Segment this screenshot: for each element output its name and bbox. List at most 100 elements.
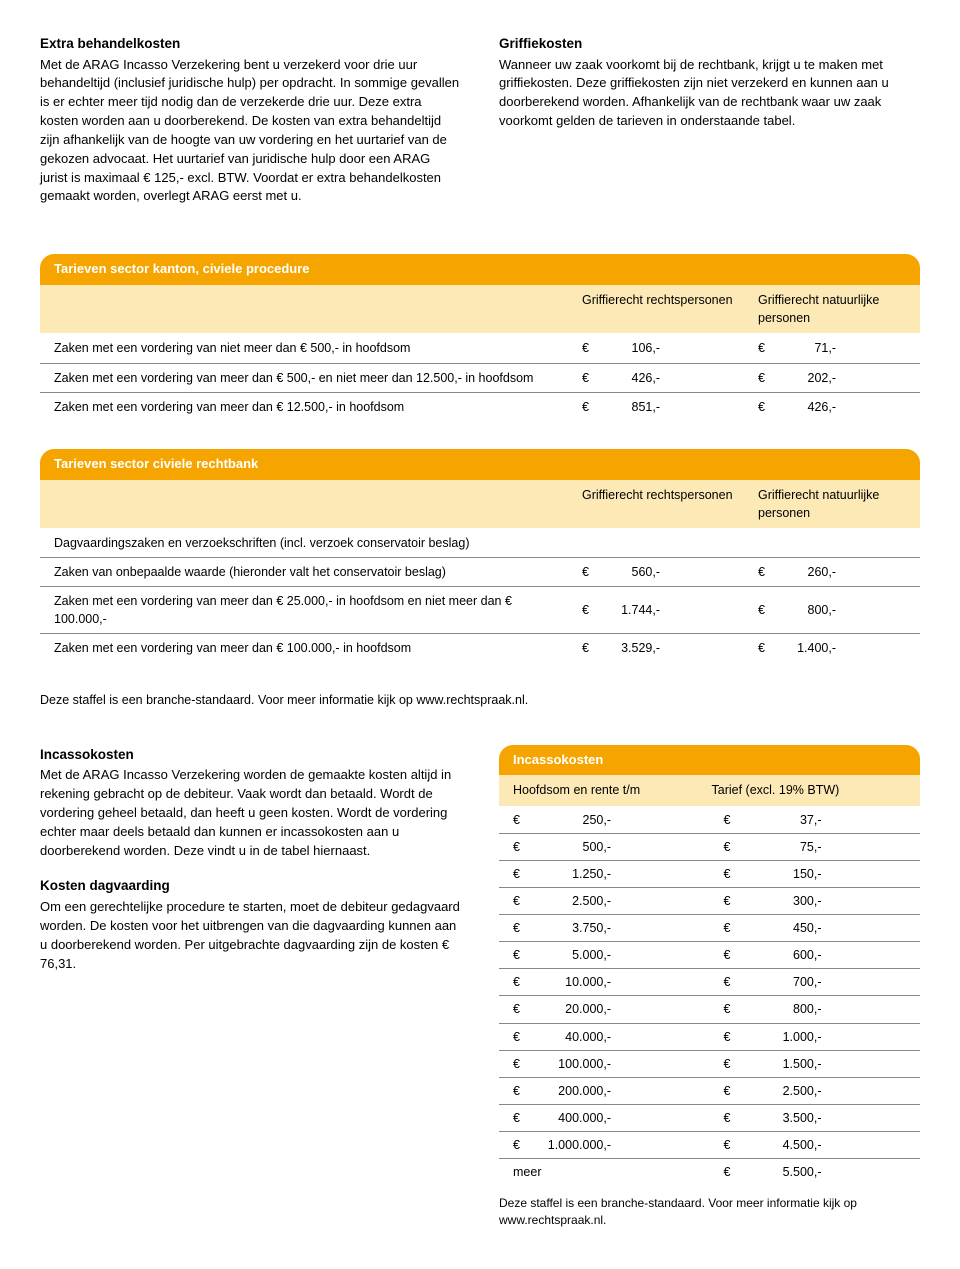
row-desc: Dagvaardingszaken en verzoekschriften (i… bbox=[40, 528, 568, 557]
tariff-table: Griffierecht rechtspersonen Griffierecht… bbox=[40, 480, 920, 663]
row-desc: Zaken met een vordering van meer dan € 1… bbox=[40, 392, 568, 421]
row-amount: €100.000,- bbox=[499, 1050, 710, 1077]
tariff-header: Tarieven sector civiele rechtbank bbox=[40, 449, 920, 480]
table-row: €10.000,-€700,- bbox=[499, 969, 920, 996]
row-amount: €75,- bbox=[710, 833, 921, 860]
section-body: Om een gerechtelijke procedure te starte… bbox=[40, 898, 461, 973]
row-desc: Zaken met een vordering van niet meer da… bbox=[40, 334, 568, 363]
table-row: Zaken met een vordering van meer dan € 2… bbox=[40, 587, 920, 634]
row-amount: €5.500,- bbox=[710, 1159, 921, 1186]
row-amount: €37,- bbox=[710, 807, 921, 834]
row-amount: €800,- bbox=[744, 587, 920, 634]
table-row: €2.500,-€300,- bbox=[499, 887, 920, 914]
table-row: Zaken met een vordering van meer dan € 5… bbox=[40, 363, 920, 392]
row-amount: €426,- bbox=[744, 392, 920, 421]
table-row: Zaken met een vordering van meer dan € 1… bbox=[40, 634, 920, 663]
row-amount: €20.000,- bbox=[499, 996, 710, 1023]
intro-right: Griffiekosten Wanneer uw zaak voorkomt b… bbox=[499, 34, 920, 206]
row-amount: €4.500,- bbox=[710, 1132, 921, 1159]
row-amount: €560,- bbox=[568, 558, 744, 587]
table-row: €400.000,-€3.500,- bbox=[499, 1104, 920, 1131]
table-row: €100.000,-€1.500,- bbox=[499, 1050, 920, 1077]
table-spacer bbox=[40, 285, 568, 334]
incasso-subheader: Hoofdsom en rente t/m Tarief (excl. 19% … bbox=[499, 775, 920, 806]
section-title: Griffiekosten bbox=[499, 34, 920, 54]
tariff-header: Tarieven sector kanton, civiele procedur… bbox=[40, 254, 920, 285]
row-amount: €1.744,- bbox=[568, 587, 744, 634]
incassokosten-text: Incassokosten Met de ARAG Incasso Verzek… bbox=[40, 745, 461, 861]
tariff-civiele: Tarieven sector civiele rechtbank Griffi… bbox=[40, 449, 920, 663]
row-amount: €71,- bbox=[744, 334, 920, 363]
row-amount: €426,- bbox=[568, 363, 744, 392]
row-amount: meer bbox=[499, 1159, 710, 1186]
row-amount: €500,- bbox=[499, 833, 710, 860]
bottom-section: Incassokosten Met de ARAG Incasso Verzek… bbox=[40, 745, 920, 1229]
row-amount: €3.750,- bbox=[499, 915, 710, 942]
incasso-header: Incassokosten bbox=[499, 745, 920, 776]
table-row: €5.000,-€600,- bbox=[499, 942, 920, 969]
row-amount: €1.500,- bbox=[710, 1050, 921, 1077]
row-amount: €106,- bbox=[568, 334, 744, 363]
section-body: Wanneer uw zaak voorkomt bij de rechtban… bbox=[499, 56, 920, 131]
section-body: Met de ARAG Incasso Verzekering worden d… bbox=[40, 766, 461, 860]
row-amount: €3.500,- bbox=[710, 1104, 921, 1131]
row-amount: €40.000,- bbox=[499, 1023, 710, 1050]
table-row: €40.000,-€1.000,- bbox=[499, 1023, 920, 1050]
table-row: Zaken met een vordering van meer dan € 1… bbox=[40, 392, 920, 421]
row-amount: €1.250,- bbox=[499, 860, 710, 887]
row-amount: €1.000,- bbox=[710, 1023, 921, 1050]
incasso-note: Deze staffel is een branche-standaard. V… bbox=[499, 1195, 920, 1229]
table-row: €1.250,-€150,- bbox=[499, 860, 920, 887]
row-amount: €3.529,- bbox=[568, 634, 744, 663]
row-amount: €5.000,- bbox=[499, 942, 710, 969]
table-row: €200.000,-€2.500,- bbox=[499, 1077, 920, 1104]
table-row: €20.000,-€800,- bbox=[499, 996, 920, 1023]
row-desc: Zaken van onbepaalde waarde (hieronder v… bbox=[40, 558, 568, 587]
table-row: €3.750,-€450,- bbox=[499, 915, 920, 942]
table-spacer bbox=[40, 480, 568, 529]
table-row: Dagvaardingszaken en verzoekschriften (i… bbox=[40, 528, 920, 557]
section-title: Incassokosten bbox=[40, 745, 461, 765]
column-header: Griffierecht rechtspersonen bbox=[568, 480, 744, 529]
table-row: meer€5.500,- bbox=[499, 1159, 920, 1186]
table-row: €1.000.000,-€4.500,- bbox=[499, 1132, 920, 1159]
row-amount: €800,- bbox=[710, 996, 921, 1023]
column-header: Griffierecht natuurlijke personen bbox=[744, 285, 920, 334]
row-amount: €300,- bbox=[710, 887, 921, 914]
incasso-table-block: Incassokosten Hoofdsom en rente t/m Tari… bbox=[499, 745, 920, 1186]
table-row: Zaken van onbepaalde waarde (hieronder v… bbox=[40, 558, 920, 587]
tariff-kanton: Tarieven sector kanton, civiele procedur… bbox=[40, 254, 920, 420]
table-row: Zaken met een vordering van niet meer da… bbox=[40, 334, 920, 363]
dagvaarding-text: Kosten dagvaarding Om een gerechtelijke … bbox=[40, 876, 461, 973]
row-amount: €600,- bbox=[710, 942, 921, 969]
row-amount: €2.500,- bbox=[499, 887, 710, 914]
bottom-right: Incassokosten Hoofdsom en rente t/m Tari… bbox=[499, 745, 920, 1229]
row-amount: €450,- bbox=[710, 915, 921, 942]
row-amount: €1.000.000,- bbox=[499, 1132, 710, 1159]
row-amount bbox=[568, 528, 744, 557]
row-amount: €200.000,- bbox=[499, 1077, 710, 1104]
incasso-table: €250,-€37,-€500,-€75,-€1.250,-€150,-€2.5… bbox=[499, 807, 920, 1186]
table-row: €500,-€75,- bbox=[499, 833, 920, 860]
row-amount: €250,- bbox=[499, 807, 710, 834]
row-desc: Zaken met een vordering van meer dan € 5… bbox=[40, 363, 568, 392]
bottom-left: Incassokosten Met de ARAG Incasso Verzek… bbox=[40, 745, 461, 1229]
row-amount: €2.500,- bbox=[710, 1077, 921, 1104]
tariff-table: Griffierecht rechtspersonen Griffierecht… bbox=[40, 285, 920, 421]
column-header: Griffierecht natuurlijke personen bbox=[744, 480, 920, 529]
row-amount: €150,- bbox=[710, 860, 921, 887]
section-title: Kosten dagvaarding bbox=[40, 876, 461, 896]
column-header: Tarief (excl. 19% BTW) bbox=[712, 781, 911, 799]
row-amount: €700,- bbox=[710, 969, 921, 996]
row-amount: €260,- bbox=[744, 558, 920, 587]
branche-note: Deze staffel is een branche-standaard. V… bbox=[40, 691, 920, 709]
row-amount: €1.400,- bbox=[744, 634, 920, 663]
row-desc: Zaken met een vordering van meer dan € 1… bbox=[40, 634, 568, 663]
row-amount: €202,- bbox=[744, 363, 920, 392]
row-amount: €400.000,- bbox=[499, 1104, 710, 1131]
row-amount: €10.000,- bbox=[499, 969, 710, 996]
column-header: Hoofdsom en rente t/m bbox=[513, 781, 712, 799]
section-title: Extra behandelkosten bbox=[40, 34, 461, 54]
intro-left: Extra behandelkosten Met de ARAG Incasso… bbox=[40, 34, 461, 206]
section-body: Met de ARAG Incasso Verzekering bent u v… bbox=[40, 56, 461, 207]
